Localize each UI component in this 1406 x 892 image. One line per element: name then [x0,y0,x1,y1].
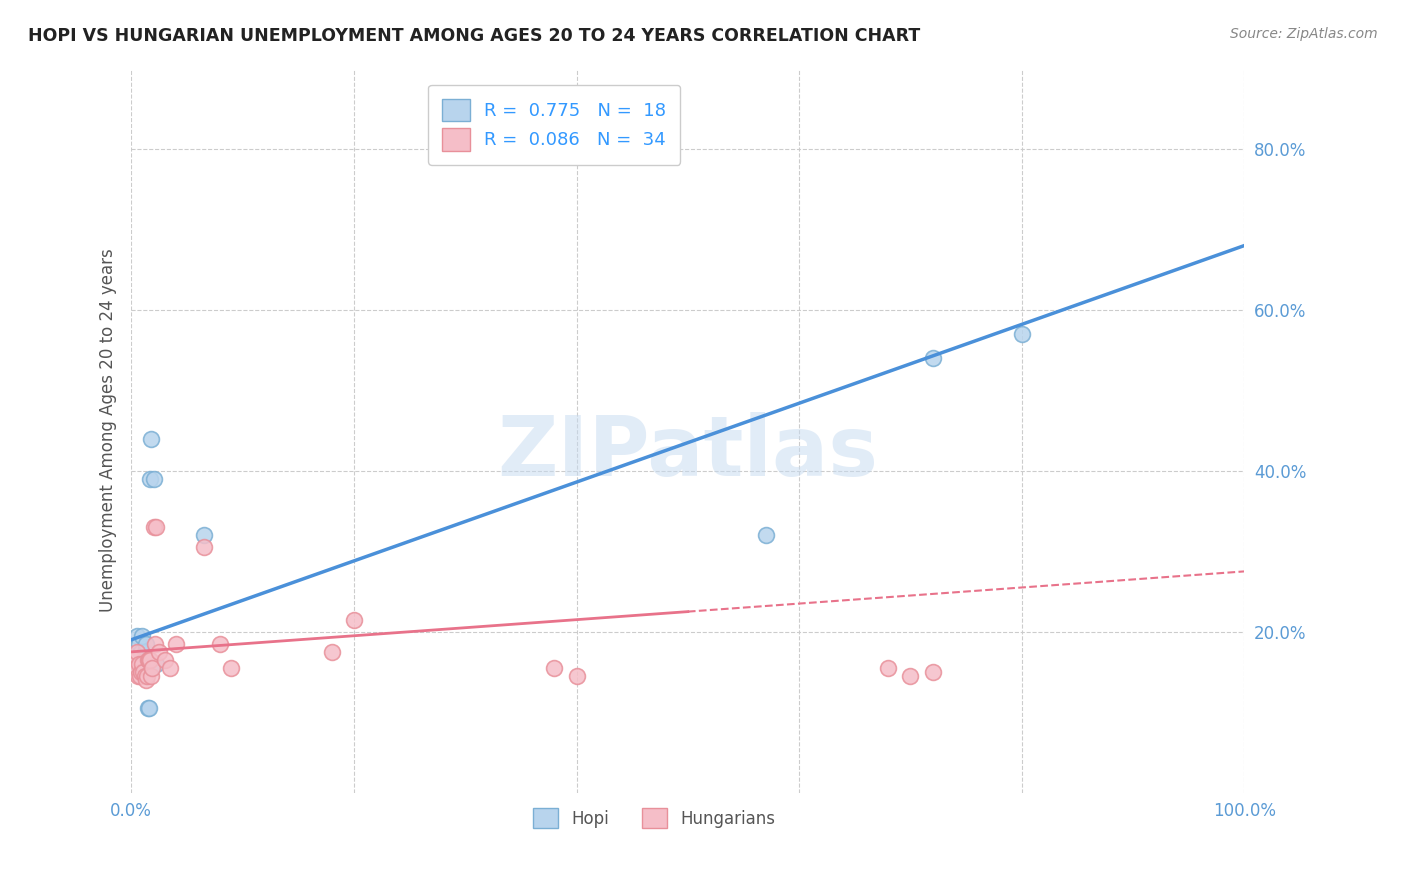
Hungarians [543,661,565,675]
Hungarians [165,637,187,651]
Hopi [129,645,152,659]
Hungarians [136,653,159,667]
Hungarians [138,653,160,667]
Hopi [134,645,156,659]
Hopi [755,528,778,542]
Hopi [128,637,150,651]
Hungarians [128,657,150,671]
Hungarians [153,653,176,667]
Hungarians [159,661,181,675]
Hungarians [124,653,146,667]
Hopi [132,653,155,667]
Hungarians [125,645,148,659]
Hungarians [132,665,155,679]
Hungarians [209,637,232,651]
Hungarians [134,669,156,683]
Hungarians [193,541,215,555]
Text: HOPI VS HUNGARIAN UNEMPLOYMENT AMONG AGES 20 TO 24 YEARS CORRELATION CHART: HOPI VS HUNGARIAN UNEMPLOYMENT AMONG AGE… [28,27,921,45]
Hungarians [900,669,922,683]
Hungarians [877,661,900,675]
Text: Source: ZipAtlas.com: Source: ZipAtlas.com [1230,27,1378,41]
Hungarians [135,669,157,683]
Hungarians [565,669,588,683]
Hungarians [131,657,153,671]
Hungarians [142,520,165,534]
Hopi [125,629,148,643]
Hungarians [129,665,152,679]
Hungarians [141,661,163,675]
Y-axis label: Unemployment Among Ages 20 to 24 years: Unemployment Among Ages 20 to 24 years [100,249,117,613]
Hopi [135,637,157,651]
Hungarians [148,645,170,659]
Hopi [136,701,159,715]
Hopi [138,701,160,715]
Hungarians [921,665,943,679]
Hungarians [125,661,148,675]
Hopi [1011,326,1033,341]
Hopi [193,528,215,542]
Legend: Hopi, Hungarians: Hopi, Hungarians [526,801,783,835]
Hungarians [135,673,157,687]
Hungarians [343,613,366,627]
Hungarians [141,669,163,683]
Hungarians [145,520,167,534]
Hopi [139,472,162,486]
Hungarians [129,669,152,683]
Hopi [921,351,943,366]
Hopi [131,629,153,643]
Hopi [141,432,163,446]
Hungarians [127,669,149,683]
Hungarians [321,645,343,659]
Hungarians [143,637,166,651]
Hopi [145,657,167,671]
Hungarians [139,653,162,667]
Hopi [135,653,157,667]
Hungarians [221,661,243,675]
Hopi [142,472,165,486]
Text: ZIPatlas: ZIPatlas [498,412,879,492]
